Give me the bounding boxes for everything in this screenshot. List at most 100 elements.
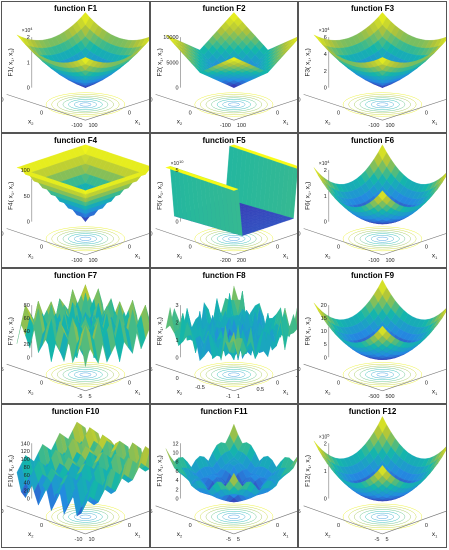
- contour-line: [370, 512, 394, 521]
- z-axis-label: F6( x1, x2): [304, 182, 312, 210]
- z-tick-label: 1: [176, 338, 179, 344]
- x2-axis-label: x2: [325, 388, 331, 396]
- z-axis-label: F10( x1, x2): [7, 455, 15, 487]
- contour-line: [359, 97, 406, 112]
- z-axis-label: F12( x1, x2): [304, 455, 312, 487]
- contour-line: [194, 362, 274, 387]
- contour-line: [79, 102, 92, 107]
- x1-tick-label: 5: [385, 537, 388, 543]
- contour-line: [376, 514, 389, 519]
- z-tick-label: 0: [27, 86, 30, 92]
- z-tick-label: 6: [176, 469, 179, 475]
- x2-axis-label: x2: [177, 388, 183, 396]
- x-axis-line: [303, 363, 383, 392]
- x1-tick-label: 0: [128, 110, 131, 116]
- contour-line: [365, 233, 400, 245]
- contour-line: [222, 512, 246, 521]
- contour-line: [365, 99, 400, 110]
- z-tick-label: 15: [321, 316, 327, 322]
- x-axis-line: [155, 228, 234, 256]
- z-tick-label: 100: [21, 168, 30, 174]
- x2-axis-label: x2: [28, 388, 34, 396]
- contour-line: [376, 372, 389, 377]
- surface-patch: [293, 457, 297, 465]
- surface-patch: [293, 37, 297, 42]
- x1-tick-label: 100: [88, 123, 97, 129]
- axes: [303, 305, 446, 392]
- z-tick-label: 2: [27, 35, 30, 41]
- z-tick-label: 2: [324, 168, 327, 174]
- contour-line: [342, 362, 423, 387]
- z-axis-label: F4( x1, x2): [7, 182, 15, 210]
- x1-tick-label: 0: [425, 380, 428, 386]
- z-tick-label: 2: [176, 487, 179, 493]
- z-axis-label: F3( x1, x2): [304, 48, 312, 76]
- z-tick-label: 2: [324, 441, 327, 447]
- y-axis-line: [233, 233, 297, 256]
- z-tick-label: 1: [27, 60, 30, 66]
- y-axis-line: [233, 99, 297, 121]
- surface-patch: [229, 57, 239, 62]
- z-tick-label: 3: [176, 303, 179, 309]
- x1-tick-label: 0.5: [256, 387, 264, 393]
- surface-patch: [80, 188, 91, 195]
- panel-title: function F10: [51, 407, 100, 416]
- x1-tick-label: 200: [237, 258, 246, 264]
- x2-tick-label: 0.5: [151, 367, 153, 373]
- contour-line: [45, 92, 126, 117]
- z-tick-label: 60: [24, 316, 30, 322]
- contour-line: [376, 236, 389, 241]
- x1-axis-label: x1: [283, 388, 289, 396]
- x-axis-line: [6, 228, 86, 256]
- contour-line: [51, 363, 120, 386]
- contour-line: [228, 372, 240, 377]
- floor-contours: [342, 92, 423, 117]
- contour-line: [57, 95, 114, 114]
- surface-patch: [378, 190, 387, 201]
- surface-patch: [378, 465, 387, 477]
- x1-tick-label: 100: [88, 258, 97, 264]
- floor-contours: [342, 503, 423, 530]
- z-axis-label: F5( x1, x2): [156, 182, 164, 210]
- contour-line: [194, 503, 274, 530]
- x2-tick-label: 0: [337, 380, 340, 386]
- contour-line: [73, 512, 97, 521]
- x2-tick-label: 0: [189, 523, 192, 529]
- contour-line: [211, 97, 257, 112]
- x2-tick-label: 0: [40, 380, 43, 386]
- surface-mesh: [165, 144, 297, 237]
- contour-line: [354, 229, 411, 248]
- x1-tick-label: 10: [88, 537, 94, 543]
- surface-patch: [229, 472, 239, 487]
- x2-tick-label: 10: [2, 509, 4, 515]
- x2-axis-label: x2: [28, 531, 34, 539]
- contour-line: [228, 102, 240, 107]
- x2-tick-label: 100: [299, 97, 301, 103]
- surface-patch: [442, 37, 446, 45]
- contour-line: [79, 236, 92, 241]
- floor-contours: [194, 503, 274, 530]
- x2-tick-label: -5: [226, 537, 231, 543]
- contour-line: [359, 367, 406, 382]
- x2-axis-label: x2: [177, 531, 183, 539]
- contour-line: [51, 505, 120, 529]
- surface-mesh: [313, 279, 446, 360]
- x-axis-line: [155, 363, 234, 392]
- contour-line: [205, 507, 263, 527]
- z-tick-label: 40: [24, 329, 30, 335]
- contour-line: [45, 226, 126, 252]
- x2-tick-label: 0: [189, 110, 192, 116]
- panel-f3: function F3 0 2 4 6×104 F3( x1, x2) 100 0 -100 10…: [298, 1, 447, 133]
- contour-line: [354, 507, 411, 527]
- panel-title: function F1: [53, 4, 98, 13]
- contour-line: [211, 509, 257, 525]
- panel-f10: function F10 0 20 40 60 80 100 120 140 F10( x1, x…: [1, 404, 150, 548]
- z-tick-label: 0: [324, 496, 327, 502]
- contour-line: [228, 514, 240, 519]
- y-axis-line: [85, 99, 149, 121]
- contour-line: [57, 507, 114, 527]
- contour-line: [228, 236, 240, 241]
- x2-tick-label: -10: [74, 537, 82, 543]
